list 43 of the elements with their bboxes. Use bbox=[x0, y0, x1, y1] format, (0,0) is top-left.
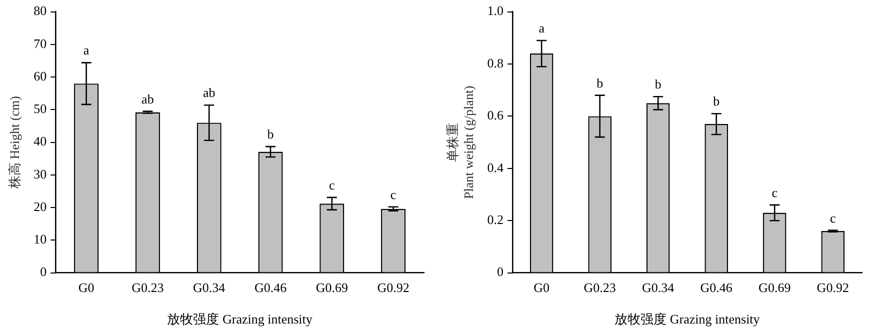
annotation: b bbox=[713, 94, 720, 109]
y-tick-label: 0.6 bbox=[487, 108, 504, 123]
y-axis-title: 单株重 Plant weight (g/plant) bbox=[445, 86, 476, 199]
annotation: b bbox=[654, 76, 662, 92]
x-tick-label: G0.92 bbox=[377, 280, 410, 296]
x-tick-label: G0.23 bbox=[132, 280, 164, 296]
annotation: c bbox=[329, 177, 336, 192]
y-tick-label: 0 bbox=[40, 264, 47, 280]
x-tick-label: G0.69 bbox=[316, 280, 348, 296]
annotation: c bbox=[390, 186, 396, 202]
y-tick-label: 0.8 bbox=[487, 55, 504, 70]
y-tick-label: 80 bbox=[34, 3, 47, 18]
annotation: b bbox=[596, 75, 604, 90]
y-tick-label: 50 bbox=[34, 101, 47, 116]
y-tick-label: 0.2 bbox=[487, 212, 504, 228]
y-tick-label: 20 bbox=[34, 198, 47, 214]
x-axis-title: 放牧强度 Grazing intensity bbox=[614, 312, 760, 327]
x-tick-label: G0.34 bbox=[193, 280, 226, 296]
x-axis-title: 放牧强度 Grazing intensity bbox=[167, 312, 313, 327]
y-tick-label: 10 bbox=[34, 232, 47, 247]
y-tick-label: 1.0 bbox=[487, 3, 504, 18]
y-axis-title: 株高 Height (cm) bbox=[7, 96, 22, 190]
x-tick-label: G0.69 bbox=[758, 280, 791, 296]
x-tick-label: G0.46 bbox=[254, 280, 288, 296]
annotation: c bbox=[830, 210, 836, 226]
y-tick-label: 60 bbox=[34, 68, 47, 84]
y-tick-label: 0.4 bbox=[487, 160, 504, 175]
y-tick-label: 30 bbox=[34, 166, 47, 182]
y-tick-label: 40 bbox=[34, 134, 47, 149]
annotation: ab bbox=[202, 85, 216, 100]
annotation: a bbox=[538, 20, 545, 36]
x-tick-label: G0 bbox=[534, 280, 550, 296]
annotation: c bbox=[772, 184, 778, 200]
x-tick-label: G0.23 bbox=[584, 280, 616, 296]
x-tick-label: G0.92 bbox=[816, 280, 849, 296]
x-tick-label: G0.34 bbox=[642, 280, 675, 296]
y-tick-label: 70 bbox=[34, 36, 47, 51]
x-tick-label: G0 bbox=[78, 280, 94, 296]
annotation: b bbox=[267, 126, 274, 142]
y-tick-label: 0 bbox=[496, 264, 504, 280]
x-tick-label: G0.46 bbox=[700, 280, 733, 296]
annotation: ab bbox=[142, 91, 154, 106]
annotation: a bbox=[83, 42, 90, 58]
